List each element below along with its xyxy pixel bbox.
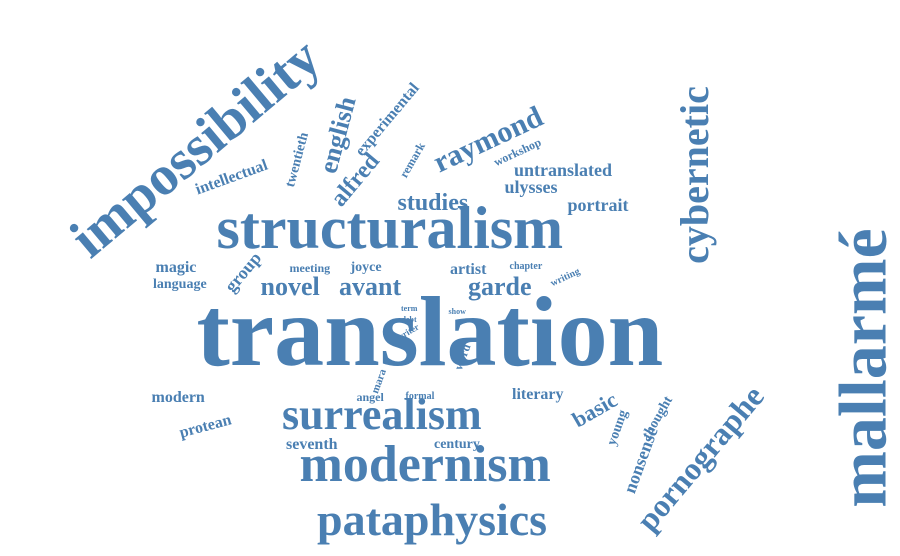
word-surrealism: surrealism — [282, 390, 482, 439]
word-portrait: portrait — [567, 195, 629, 215]
word-debt: debt — [401, 315, 417, 324]
word-mallarme: mallarmé — [824, 228, 900, 508]
word-meeting: meeting — [289, 261, 331, 275]
word-formal: formal — [405, 391, 435, 402]
word-pataphysics: pataphysics — [317, 494, 548, 545]
word-untranslated: untranslated — [514, 160, 613, 180]
word-artist: artist — [450, 261, 487, 278]
word-literary: literary — [512, 386, 564, 403]
word-ulysses: ulysses — [504, 177, 558, 197]
word-chapter: chapter — [509, 261, 543, 272]
word-modernism: modernism — [299, 436, 551, 493]
word-twentieth: twentieth — [283, 130, 313, 189]
word-novel: novel — [260, 272, 320, 301]
word-structuralism: structuralism — [216, 195, 564, 261]
word-term: term — [401, 304, 418, 313]
word-remark: remark — [396, 139, 428, 181]
word-angel: angel — [356, 390, 384, 404]
word-cybernetic: cybernetic — [671, 86, 717, 264]
word-protean: protean — [177, 411, 233, 442]
word-studies: studies — [397, 190, 469, 216]
word-language: language — [153, 277, 207, 292]
word-century: century — [434, 437, 480, 452]
word-translation: translation — [196, 276, 664, 387]
word-modern: modern — [151, 389, 205, 406]
word-garde: garde — [468, 272, 532, 301]
word-magic: magic — [155, 259, 197, 276]
word-seventh: seventh — [286, 436, 338, 453]
word-avant: avant — [339, 272, 402, 301]
word-joyce: joyce — [350, 260, 382, 275]
word-show: show — [448, 307, 466, 316]
